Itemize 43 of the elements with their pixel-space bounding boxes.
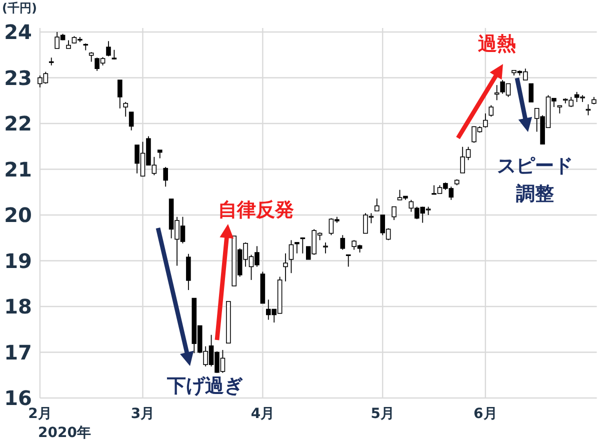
x-tick-label: 2月 [28, 406, 52, 422]
candlestick [186, 253, 191, 290]
candlestick [340, 234, 346, 250]
y-tick-label: 19 [4, 248, 32, 273]
candlestick [283, 252, 288, 282]
candlestick [528, 83, 534, 102]
y-tick-label: 18 [4, 294, 32, 318]
candlestick [48, 57, 54, 66]
candlestick [128, 112, 134, 131]
candlestick [586, 104, 591, 116]
y-tick-label: 22 [4, 112, 32, 136]
candlestick [494, 84, 500, 101]
candlestick [488, 104, 494, 118]
candlestick [88, 52, 94, 62]
y-axis-title: (千円) [2, 1, 37, 15]
candlestick [374, 198, 380, 212]
y-tick-label: 24 [4, 20, 32, 44]
x-tick-label: 5月 [370, 406, 395, 422]
candlestick [112, 49, 117, 60]
y-tick-label: 23 [4, 66, 32, 90]
annotation: 調整 [516, 183, 554, 205]
x-tick-label: 4月 [250, 406, 275, 422]
x-tick-label: 6月 [474, 406, 498, 422]
y-tick-label: 17 [4, 340, 32, 364]
candlestick [346, 254, 351, 268]
candlestick [300, 236, 306, 254]
candlestick [118, 80, 122, 109]
candlestick [163, 166, 168, 188]
y-tick-label: 21 [4, 157, 32, 182]
candlestick [123, 102, 128, 118]
candlestick [106, 40, 111, 57]
candlestick [483, 112, 488, 128]
annotation: スピード [497, 155, 573, 177]
candlestick [288, 240, 294, 274]
candlestick [294, 242, 300, 254]
annotation: 下げ過ぎ [166, 375, 243, 397]
candlestick [392, 206, 396, 220]
x-axis-title: 2020年 [38, 425, 91, 441]
annotation: 自律反発 [218, 199, 294, 221]
candlestick [323, 242, 328, 254]
y-tick-label: 20 [4, 203, 32, 227]
annotation: 過熱 [477, 33, 516, 55]
x-tick-label: 3月 [130, 406, 155, 422]
